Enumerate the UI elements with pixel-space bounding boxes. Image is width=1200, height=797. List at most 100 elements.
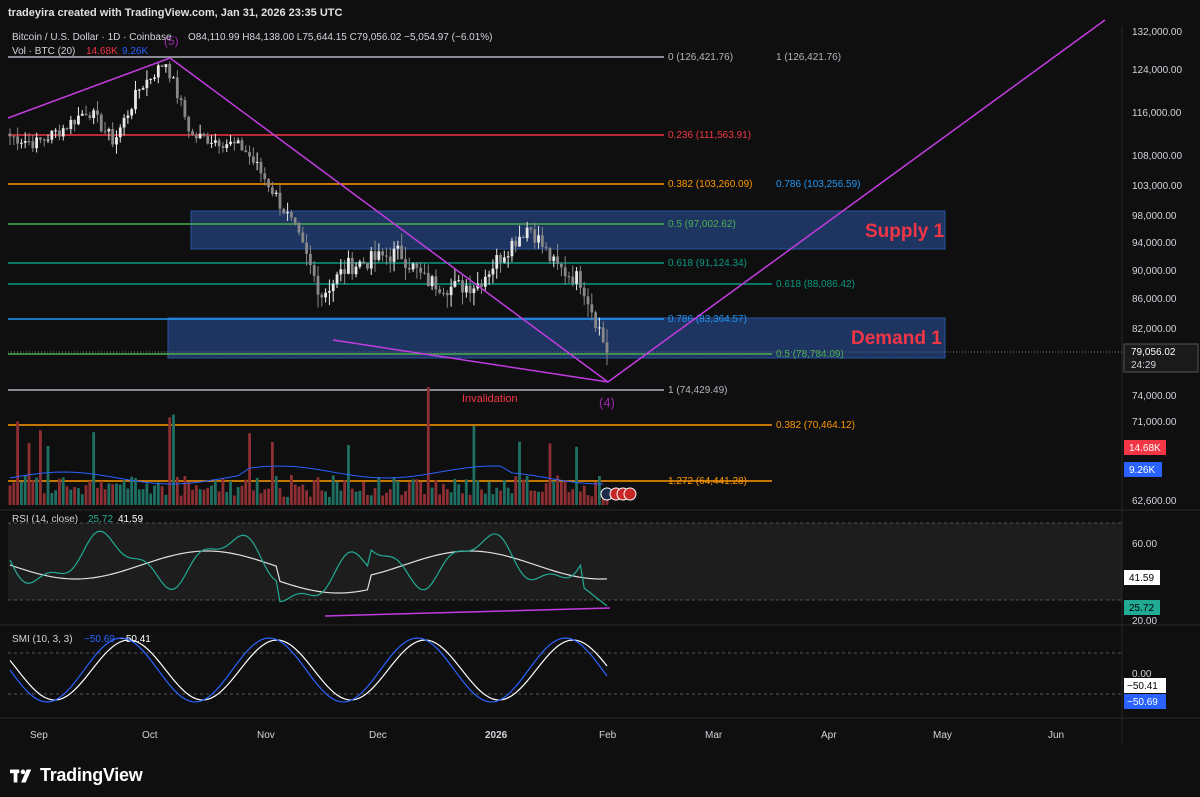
volume-bar <box>61 477 65 505</box>
time-tick: Sep <box>30 730 48 741</box>
candle-body <box>457 280 461 282</box>
demand-label: Demand 1 <box>851 328 942 349</box>
candle-body <box>191 131 194 135</box>
last-price-badge <box>1123 343 1199 373</box>
event-icons[interactable] <box>600 487 637 501</box>
banner-text: tradeyira created with TradingView.com, … <box>8 7 343 19</box>
volume-bar <box>594 481 597 505</box>
candle-body <box>77 115 80 125</box>
volume-bar <box>232 495 236 505</box>
tradingview-brand: TradingView <box>40 765 143 785</box>
candle-body <box>137 89 141 91</box>
volume-bar <box>335 481 339 505</box>
candle-body <box>567 276 571 278</box>
candle-body <box>80 113 84 116</box>
symbol-legend[interactable]: Bitcoin / U.S. Dollar · 1D · Coinbase <box>12 32 172 43</box>
candle-body <box>8 133 12 137</box>
volume-bar <box>529 490 533 505</box>
vol-legend-value1: 14.68K <box>86 46 118 57</box>
volume-bar <box>309 496 312 505</box>
volume-bar <box>381 495 385 505</box>
candle-body <box>388 256 392 262</box>
fib-label: 1 (74,429.49) <box>668 385 728 396</box>
candle-body <box>20 142 23 144</box>
volume-bar <box>179 495 183 505</box>
candle-body <box>282 208 286 214</box>
candle-body <box>324 292 328 298</box>
candle-body <box>289 212 293 218</box>
wedge-lines[interactable] <box>7 57 609 383</box>
supply-label: Supply 1 <box>865 221 945 242</box>
rsi-band <box>8 523 1122 600</box>
volume-bar <box>103 489 107 505</box>
candle-body <box>480 283 483 287</box>
volume-bar <box>145 483 149 505</box>
price-tick: 71,000.00 <box>1132 417 1177 428</box>
volume-bar <box>251 490 255 505</box>
volume-bar <box>578 491 582 505</box>
candle-body <box>377 251 381 260</box>
volume-bar <box>77 488 80 505</box>
candle-body <box>415 263 419 268</box>
smi-badge-1-text: −50.41 <box>1127 681 1158 692</box>
chart[interactable]: 0 (126,421.76) 1 (126,421.76) 0.236 (111… <box>0 0 1200 745</box>
candle-body <box>518 236 521 247</box>
fib-label: 0.5 (97,002.62) <box>668 219 736 230</box>
rsi-badge <box>1124 600 1160 615</box>
projection-line[interactable] <box>607 19 1106 383</box>
demand-zone[interactable] <box>167 317 946 359</box>
wave-5-label: (5) <box>164 34 179 48</box>
tradingview-logo[interactable]: TradingView <box>10 765 143 786</box>
smi-badge-1 <box>1124 678 1166 693</box>
volume-bar <box>449 492 453 505</box>
wedge-lower-line[interactable] <box>332 339 609 383</box>
volume-bar <box>240 486 244 505</box>
candle-body <box>50 130 54 140</box>
volume-bar <box>506 487 510 505</box>
rsi-legend-label[interactable]: RSI (14, close) <box>12 514 78 525</box>
candle-body <box>217 140 221 147</box>
volume-bar <box>483 493 487 505</box>
candle-body <box>278 192 282 209</box>
volume-bar <box>552 481 556 505</box>
volume-bar <box>392 477 396 505</box>
time-axis[interactable]: Sep Oct Nov Dec 2026 Feb Mar Apr May Jun <box>30 730 1064 741</box>
volume-bar <box>373 488 377 505</box>
volume-bar <box>46 445 50 505</box>
candle-body <box>502 257 506 263</box>
candle-body <box>510 240 514 257</box>
volume-bar <box>206 487 210 505</box>
candle-body <box>362 261 366 264</box>
volume-bar <box>217 491 221 505</box>
candle-body <box>46 139 50 141</box>
candle-body <box>130 109 134 116</box>
candle-body <box>514 240 518 247</box>
candle-body <box>343 269 347 274</box>
volume-bar <box>385 492 388 505</box>
volume-bar <box>255 477 259 505</box>
time-tick: Jun <box>1048 730 1064 741</box>
candle-body <box>145 79 149 89</box>
rsi-tick: 60.00 <box>1132 539 1157 550</box>
candle-body <box>328 291 331 293</box>
candle-body <box>537 235 540 243</box>
invalidation-label: Invalidation <box>462 393 518 405</box>
volume-bar <box>248 433 251 505</box>
candle-body <box>335 274 339 284</box>
candle-body <box>118 127 122 138</box>
volume-bar <box>514 476 518 505</box>
candle-body <box>525 227 529 239</box>
price-tick: 108,000.00 <box>1132 151 1182 162</box>
vol-legend-label[interactable]: Vol · BTC (20) <box>12 46 75 57</box>
volume-bar <box>130 476 134 505</box>
volume-bar <box>183 476 187 505</box>
volume-bar <box>369 495 373 505</box>
supply-zone[interactable] <box>190 210 946 250</box>
volume-bar <box>23 475 27 505</box>
candle-body <box>601 327 605 343</box>
price-axis[interactable]: 132,000.00 124,000.00 116,000.00 108,000.00… <box>1132 27 1182 507</box>
smi-legend-label[interactable]: SMI (10, 3, 3) <box>12 634 73 645</box>
price-tick: 82,000.00 <box>1132 324 1177 335</box>
volume-bar <box>499 490 502 505</box>
candle-body <box>172 77 175 79</box>
